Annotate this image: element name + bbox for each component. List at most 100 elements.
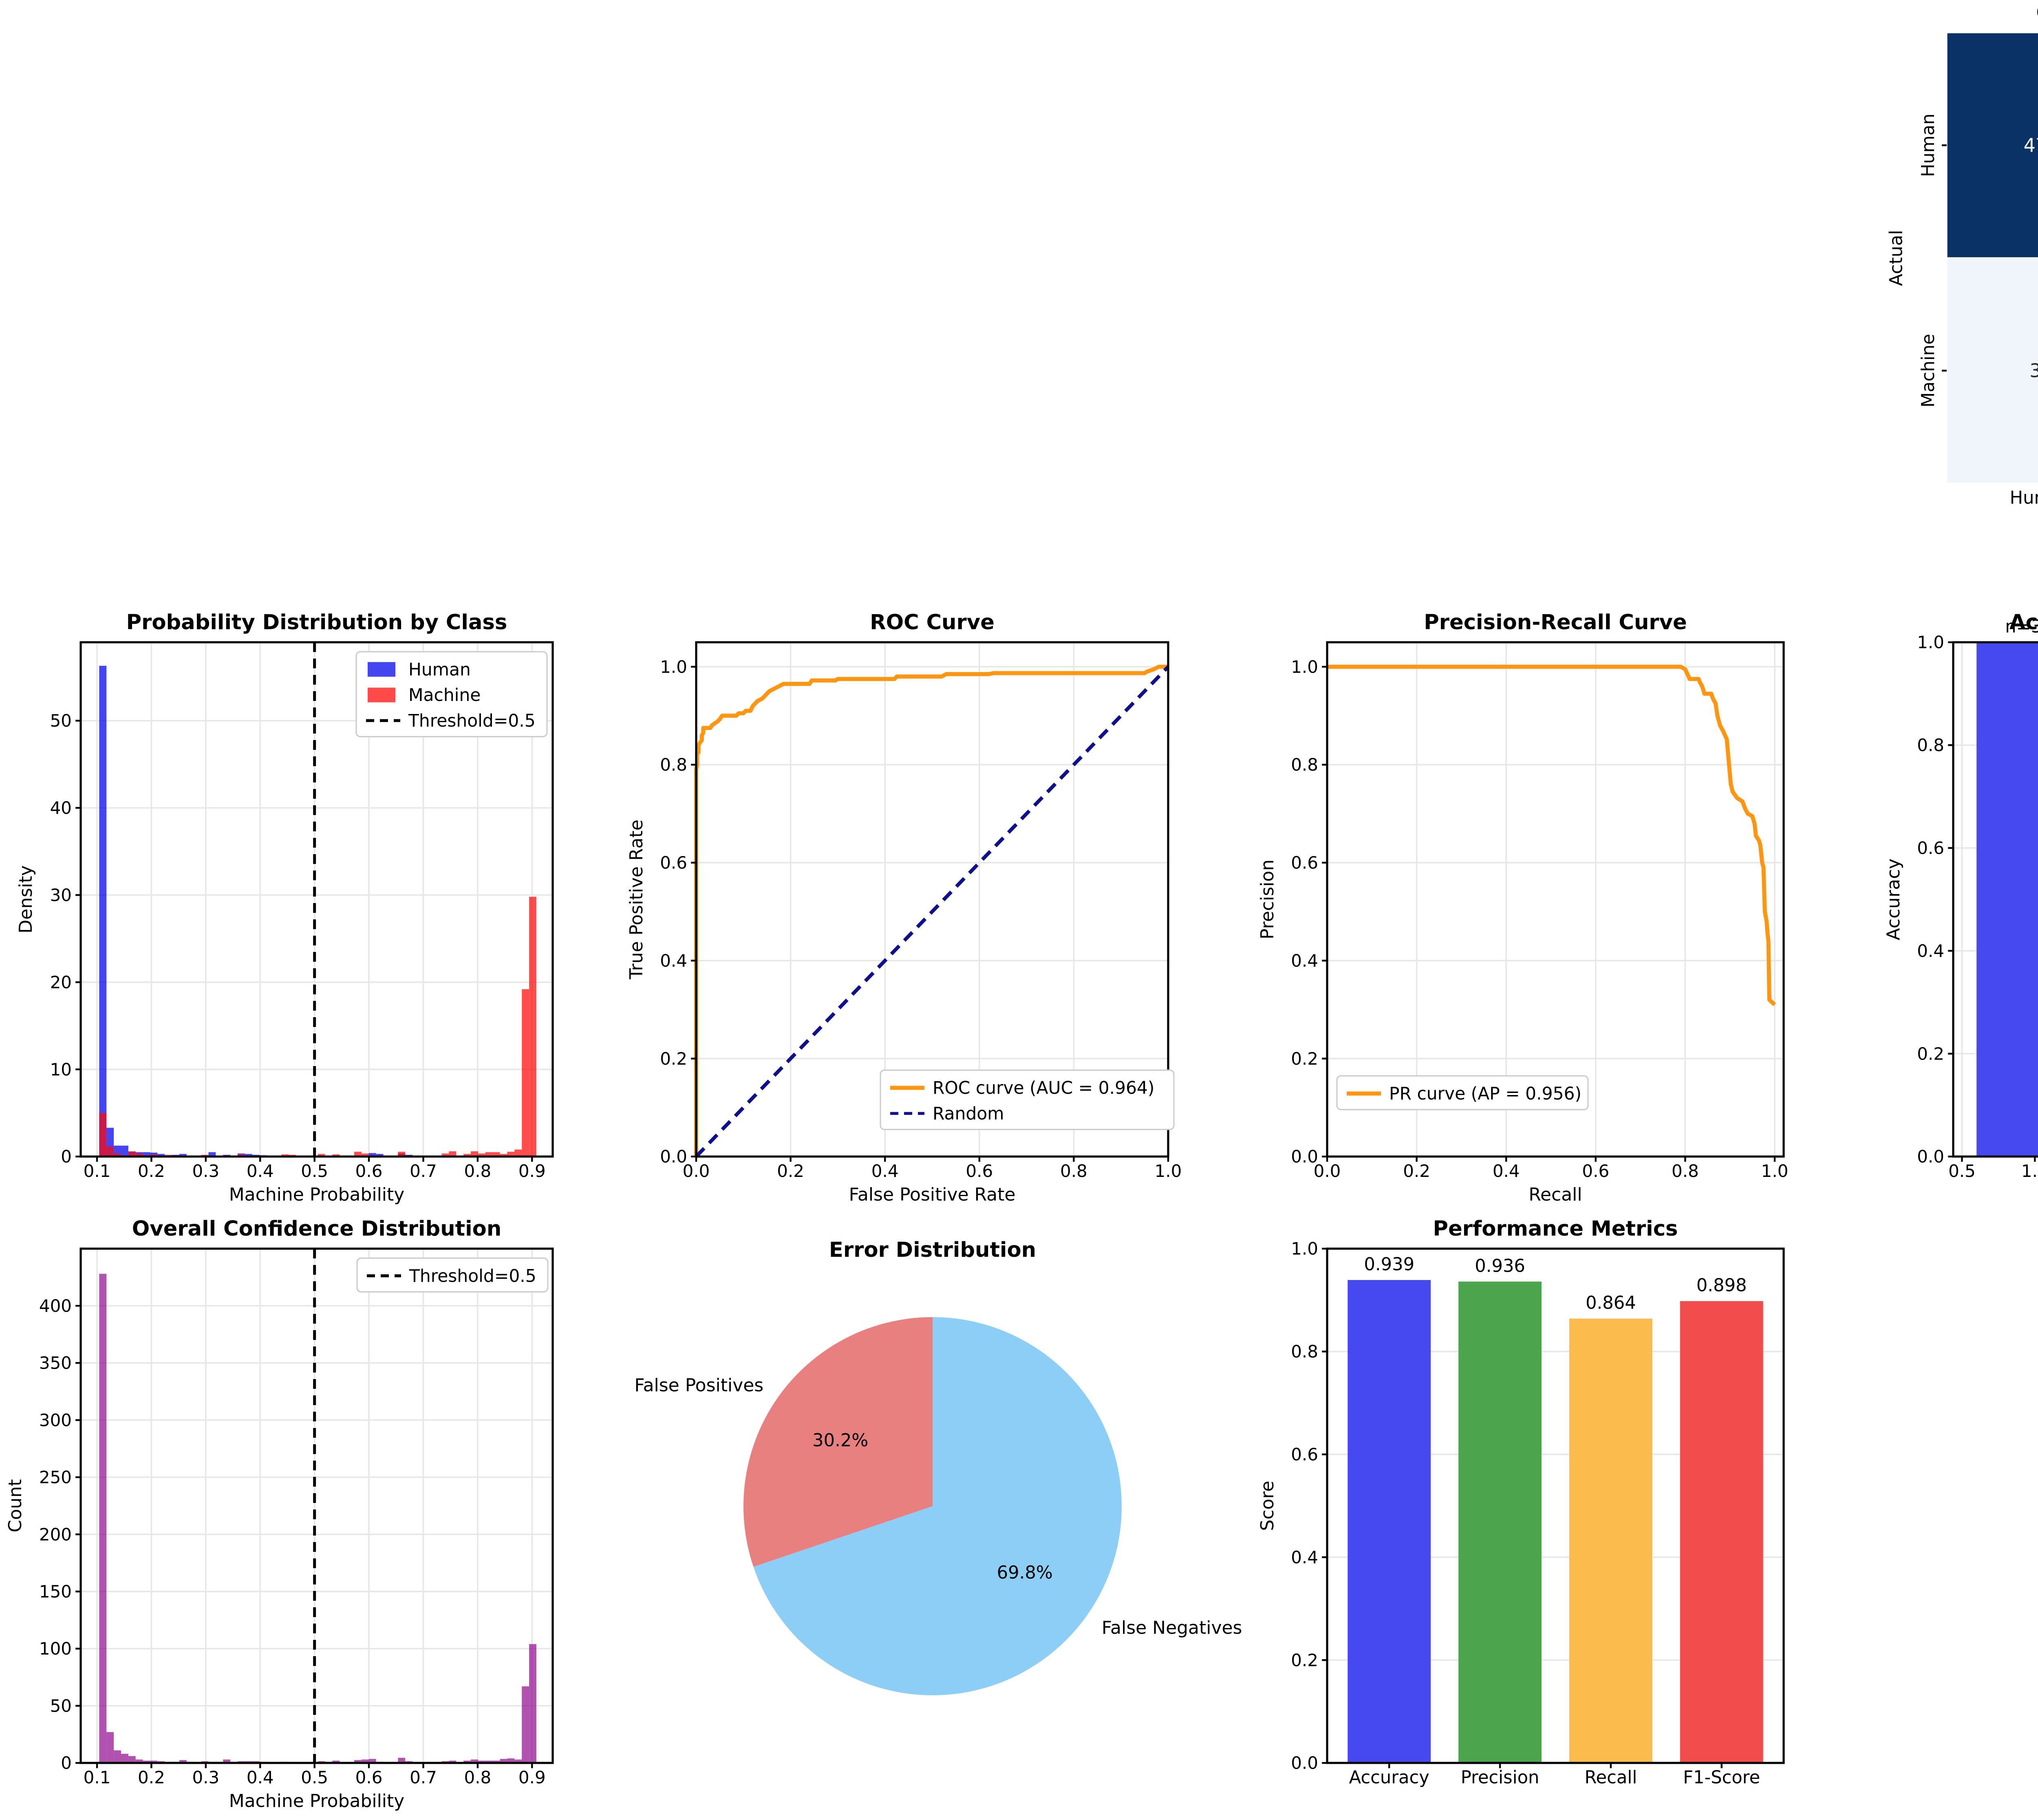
- y-axis-label: Actual: [1886, 230, 1907, 286]
- legend: ROC curve (AUC = 0.964) Random: [880, 1069, 1175, 1130]
- y-axis-label: Accuracy: [1884, 859, 1904, 941]
- bars: [1976, 642, 2038, 1157]
- axes-frame: [79, 1248, 554, 1765]
- x-tick-label: 0.6: [355, 1768, 383, 1788]
- bar-value-label: 0.864: [1586, 1293, 1637, 1314]
- confusion-matrix-panel: 4771330190HumanMachineHumanMachineConfus…: [1825, 0, 2038, 607]
- y-tick-label: 0.0: [1291, 1147, 1319, 1167]
- x-tick-label: 0.3: [192, 1768, 219, 1788]
- heatmap-row-label: Human: [1919, 114, 1939, 177]
- performance-metrics-panel: 0.0 0.2 0.4 0.6 0.8 1.0 Performance Metrics Sco…: [1217, 1213, 1825, 1820]
- bar: [1976, 642, 2038, 1157]
- prob_dist-chart: 0.1 0.2 0.3 0.4 0.5 0.6 0.7 0.8 0.9 0 10 20 30 40 50 Pr…: [15, 610, 554, 1205]
- axes-frame: [79, 641, 554, 1158]
- legend: Threshold=0.5: [356, 1258, 549, 1293]
- tick-labels: 0.0 0.2 0.4 0.6 0.8 1.0 0.0 0.2 0.4 0.6 0.8 1.0: [1291, 657, 1789, 1181]
- bars: [1348, 1280, 1764, 1764]
- y-tick-label: 50: [50, 711, 72, 731]
- x-tick-label: 0.8: [464, 1768, 491, 1788]
- grid: [81, 1249, 553, 1765]
- x-tick-label: 0.9: [518, 1768, 546, 1788]
- y-axis-label: Score: [1257, 1481, 1278, 1531]
- y-axis-label: True Positive Rate: [626, 820, 647, 980]
- x-tick-label: 0.7: [410, 1768, 437, 1788]
- roc-curve-panel: 0.0 0.2 0.4 0.6 0.8 1.0 0.0 0.2 0.4 0.6 0.8 1.0 ROC …: [608, 607, 1216, 1214]
- y-tick-label: 0.8: [1291, 755, 1319, 775]
- y-tick-label: 400: [39, 1296, 72, 1316]
- y-tick-label: 100: [39, 1639, 72, 1659]
- y-tick-label: 150: [39, 1582, 72, 1602]
- x-tick-label: 0.8: [1060, 1161, 1087, 1181]
- y-tick-label: 0.2: [660, 1049, 687, 1069]
- bar: [1348, 1280, 1431, 1764]
- roc-curve-auc-0-964--line: [694, 665, 1169, 1157]
- x-tick-label: 1.0: [1761, 1161, 1789, 1181]
- accuracy-by-utterance-panel: 0.51.01.52.02.53.03.50.00.20.40.60.81.0A…: [1825, 607, 2038, 1214]
- heatmap-row-label: Machine: [1919, 334, 1939, 408]
- legend: PR curve (AP = 0.956): [1336, 1075, 1589, 1111]
- y-tick-label: 1.0: [1917, 632, 1945, 652]
- legend-label: Threshold=0.5: [409, 1267, 536, 1287]
- confidence-distribution-panel: 0.1 0.2 0.3 0.4 0.5 0.6 0.7 0.8 0.9 0 50 100 150 200 2…: [0, 1213, 608, 1820]
- bar: [1680, 1302, 1764, 1764]
- y-tick-label: 250: [39, 1468, 72, 1488]
- x-tick-label: 0.6: [355, 1161, 383, 1181]
- x-tick-label: 0.9: [518, 1161, 546, 1181]
- y-tick-label: 0.2: [1291, 1049, 1319, 1069]
- y-tick-label: 0.2: [1291, 1651, 1319, 1671]
- confusion_matrix-chart: 4771330190HumanMachineHumanMachineConfus…: [1886, 0, 2038, 508]
- x-tick-label: 0.1: [84, 1161, 111, 1181]
- pie-slice-label: False Negatives: [1102, 1618, 1242, 1639]
- bar-category-label: Accuracy: [1349, 1768, 1429, 1788]
- precision-recall-panel: 0.0 0.2 0.4 0.6 0.8 1.0 0.0 0.2 0.4 0.6 0.8 1.0 Prec…: [1217, 607, 1825, 1214]
- chart-title: Overall Confidence Distribution: [132, 1217, 502, 1241]
- x-tick-label: 0.0: [683, 1161, 710, 1181]
- y-axis-label: Density: [15, 866, 36, 934]
- y-tick-label: 30: [50, 886, 72, 906]
- y-tick-label: 0.4: [1917, 941, 1945, 961]
- heatmap-cells: 4771330190: [1946, 32, 2038, 484]
- legend-label: Human: [408, 660, 471, 680]
- legend-label: PR curve (AP = 0.956): [1390, 1084, 1582, 1104]
- x-tick-label: 0.2: [138, 1161, 165, 1181]
- x-tick-label: 0.4: [1493, 1161, 1520, 1181]
- bar: [1458, 1282, 1542, 1764]
- chart-title: Performance Metrics: [1433, 1217, 1678, 1241]
- x-tick-label: 0.8: [1672, 1161, 1699, 1181]
- legend-label: Random: [933, 1104, 1004, 1124]
- legend: Human Machine Threshold=0.5: [355, 651, 548, 738]
- legend-label: Machine: [408, 685, 481, 705]
- probability-distribution-panel: 0.1 0.2 0.3 0.4 0.5 0.6 0.7 0.8 0.9 0 10 20 30 40 50 Pr…: [0, 607, 608, 1214]
- acc-chart: 0.51.01.52.02.53.03.50.00.20.40.60.81.0A…: [1884, 610, 2038, 1181]
- heatmap-cell-value: 477: [2024, 134, 2038, 156]
- heatmap-cell-value: 30: [2030, 360, 2038, 382]
- y-tick-label: 0.0: [1917, 1147, 1945, 1167]
- x-axis-label: Machine Probability: [229, 1185, 405, 1205]
- x-tick-label: 0.4: [871, 1161, 899, 1181]
- y-tick-label: 350: [39, 1353, 72, 1373]
- y-tick-label: 50: [50, 1697, 72, 1716]
- error-distribution-panel: 30.2% False Positives 69.8% False Negatives…: [608, 1213, 1242, 1820]
- x-tick-label: 0.5: [301, 1768, 328, 1788]
- all-histogram-series: [99, 1274, 536, 1764]
- tick-labels: 0.1 0.2 0.3 0.4 0.5 0.6 0.7 0.8 0.9 0 50 100 150 200 2…: [39, 1296, 546, 1788]
- x-tick-label: 0.8: [464, 1161, 491, 1181]
- y-tick-label: 0.6: [1917, 838, 1945, 858]
- y-tick-label: 0.6: [1291, 1445, 1319, 1465]
- y-axis-label: Precision: [1257, 859, 1278, 939]
- pie-percent-label: 69.8%: [997, 1563, 1053, 1584]
- y-tick-label: 0: [61, 1147, 72, 1167]
- pie-percent-label: 30.2%: [812, 1431, 868, 1451]
- legend-swatch: [367, 688, 395, 703]
- x-tick-label: 0.4: [247, 1768, 274, 1788]
- x-tick-label: 0.2: [138, 1768, 165, 1788]
- tick-labels: 0.0 0.2 0.4 0.6 0.8 1.0: [1291, 1239, 1328, 1774]
- chart-title: Precision-Recall Curve: [1424, 610, 1687, 635]
- y-tick-label: 1.0: [1291, 657, 1319, 677]
- chart-title: Confusion Matrix: [2036, 0, 2038, 25]
- tick-labels: 0.1 0.2 0.3 0.4 0.5 0.6 0.7 0.8 0.9 0 10 20 30 40 50: [50, 711, 546, 1181]
- machine-histogram-series: [99, 897, 536, 1157]
- y-tick-label: 0.0: [1291, 1754, 1319, 1774]
- x-tick-label: 0.6: [966, 1161, 993, 1181]
